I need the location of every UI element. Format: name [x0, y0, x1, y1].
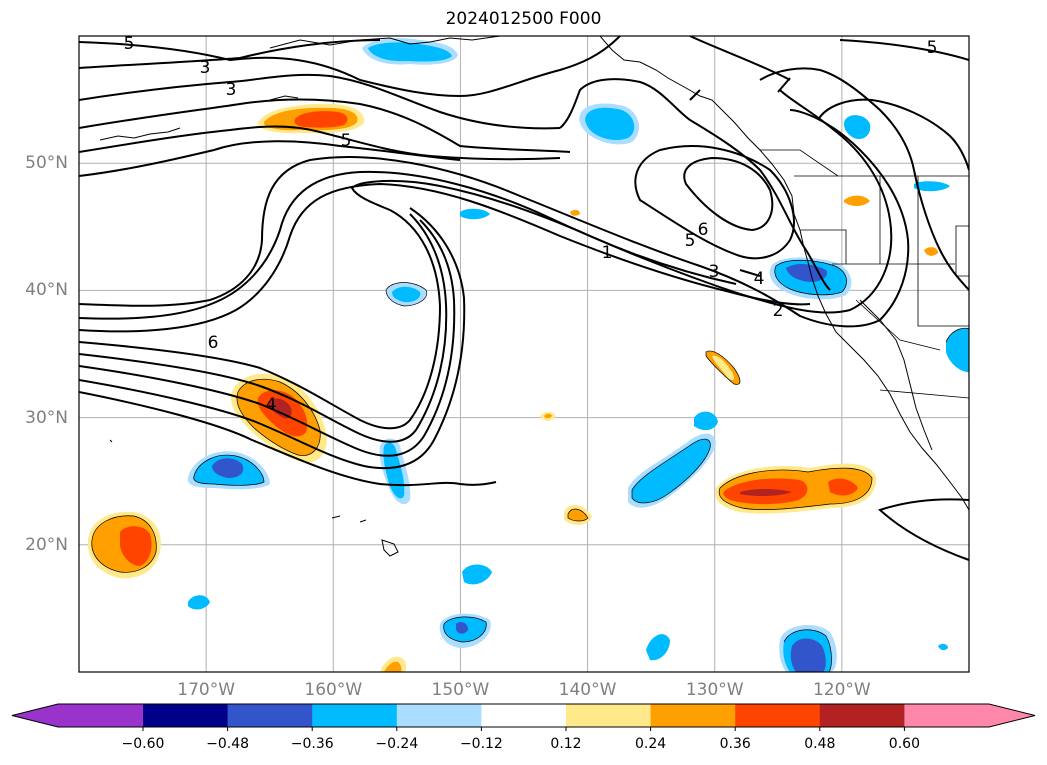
- negative-anomaly-patch: [585, 107, 635, 141]
- longitude-label: 160°W: [304, 680, 363, 700]
- longitude-label: 120°W: [812, 680, 871, 700]
- borders: [760, 149, 969, 399]
- positive-anomaly-patch: [268, 398, 292, 419]
- positive-anomaly-patch: [294, 111, 348, 128]
- contour-label: 6: [208, 333, 219, 353]
- colorbar-segment: [481, 704, 567, 727]
- geopotential-contours: [79, 36, 969, 561]
- colorbar-segment: [143, 704, 229, 727]
- negative-anomaly-patch: [456, 622, 468, 634]
- negative-anomaly-patch: [914, 181, 950, 192]
- negative-anomaly-patch: [392, 286, 421, 303]
- negative-anomaly-patch: [844, 115, 871, 140]
- map-plot-area: [79, 36, 969, 672]
- shaded-anomalies: [87, 38, 969, 672]
- positive-anomaly-patch: [570, 209, 580, 216]
- positive-anomaly-patch: [544, 413, 552, 419]
- negative-anomaly-patch: [632, 439, 711, 503]
- positive-anomaly-patch: [568, 509, 588, 521]
- colorbar-tick-label: 0.24: [635, 736, 667, 752]
- colorbar-segment: [904, 704, 989, 727]
- negative-anomaly-patch: [946, 328, 969, 373]
- map-frame: [78, 35, 970, 673]
- longitude-label: 170°W: [177, 680, 236, 700]
- negative-anomaly-patch: [790, 638, 826, 672]
- colorbar-segment: [566, 704, 652, 727]
- latitude-label: 30°N: [25, 407, 68, 428]
- contour-label: 3: [200, 58, 211, 78]
- negative-anomaly-patch: [938, 643, 948, 651]
- colorbar-tick-label: 0.36: [719, 736, 751, 752]
- colorbar-tick-label: 0.60: [888, 736, 920, 752]
- colorbar-tick-label: −0.60: [121, 736, 165, 752]
- latitude-label: 40°N: [25, 280, 68, 301]
- colorbar-under-extension: [12, 704, 58, 727]
- colorbar-tick-label: −0.48: [206, 736, 250, 752]
- contour-label: 5: [341, 131, 352, 151]
- positive-anomaly-patch: [828, 478, 858, 496]
- colorbar-tick-label: −0.36: [290, 736, 334, 752]
- negative-anomaly-patch: [188, 595, 210, 610]
- colorbar-tick-label: −0.24: [375, 736, 419, 752]
- colorbar-over-extension: [989, 704, 1035, 727]
- contour-label: 6: [698, 220, 709, 240]
- colorbar-segment: [312, 704, 398, 727]
- positive-anomaly-patch: [712, 355, 735, 380]
- negative-anomaly-patch: [694, 411, 718, 431]
- contour-label: 4: [266, 395, 277, 415]
- longitude-label: 130°W: [685, 680, 744, 700]
- negative-anomaly-patch: [368, 42, 452, 62]
- contour-label: 5: [124, 34, 135, 54]
- negative-anomaly-patch: [462, 564, 492, 585]
- negative-anomaly-patch: [212, 458, 244, 478]
- anomaly-outlines: [91, 259, 969, 672]
- contour-label: 1: [602, 243, 613, 263]
- colorbar-tick-label: 0.12: [550, 736, 582, 752]
- longitude-label: 150°W: [431, 680, 490, 700]
- colorbar-tick-label: −0.12: [459, 736, 503, 752]
- contour-label: 5: [685, 231, 696, 251]
- colorbar-segment: [227, 704, 313, 727]
- positive-anomaly-patch: [740, 489, 792, 497]
- colorbar-segment: [735, 704, 821, 727]
- colorbar-segment: [819, 704, 905, 727]
- latitude-label: 20°N: [25, 534, 68, 555]
- map-title: 2024012500 F000: [445, 9, 602, 29]
- positive-anomaly-patch: [120, 526, 152, 566]
- colorbar-outline: [11, 703, 1036, 728]
- positive-anomaly-patch: [924, 247, 938, 256]
- negative-anomaly-patch: [646, 634, 670, 661]
- negative-anomaly-patch: [460, 208, 490, 220]
- contour-label: 2: [773, 301, 784, 321]
- colorbar: [11, 703, 1036, 731]
- positive-anomaly-patch: [384, 661, 402, 672]
- colorbar-segment: [396, 704, 482, 727]
- contour-label: 4: [754, 269, 765, 289]
- positive-anomaly-patch: [844, 195, 870, 207]
- contour-label: 5: [927, 38, 938, 58]
- colorbar-segment: [58, 704, 143, 727]
- contour-label: 3: [226, 80, 237, 100]
- colorbar-segment: [650, 704, 736, 727]
- colorbar-tick-label: 0.48: [804, 736, 836, 752]
- contour-label: 3: [709, 262, 720, 282]
- longitude-label: 140°W: [558, 680, 617, 700]
- latitude-label: 50°N: [25, 153, 68, 174]
